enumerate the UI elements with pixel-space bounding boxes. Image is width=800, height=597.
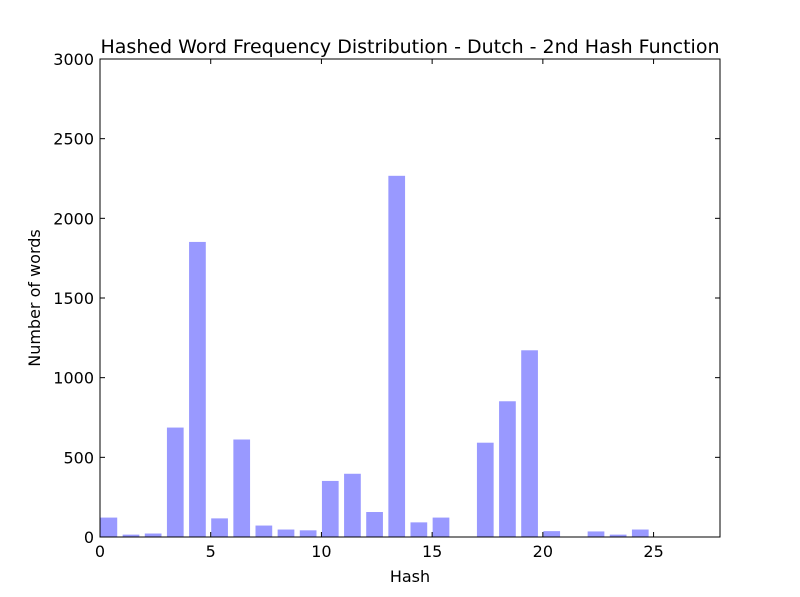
x-tick-label: 20	[533, 542, 553, 561]
bar-24	[630, 528, 650, 538]
bar-22	[586, 530, 606, 538]
x-tick-label: 15	[422, 542, 442, 561]
bar-19	[520, 349, 539, 538]
y-axis-label: Number of words	[25, 229, 44, 367]
x-tick-label: 0	[95, 542, 105, 561]
y-tick-label: 2000	[53, 209, 94, 228]
bar-12	[365, 511, 384, 538]
bar-20	[542, 530, 562, 538]
bar-8	[276, 528, 296, 538]
bar-15	[431, 516, 451, 538]
x-tick-label: 10	[311, 542, 331, 561]
y-tick-label: 500	[63, 448, 94, 467]
bar-5	[210, 517, 229, 538]
bar-11	[343, 472, 362, 538]
y-tick-label: 0	[84, 528, 94, 547]
x-tick-label: 5	[206, 542, 216, 561]
bar-10	[320, 479, 340, 538]
bar-2	[143, 532, 163, 538]
bar-4	[188, 240, 207, 538]
chart-title: Hashed Word Frequency Distribution - Dut…	[100, 36, 719, 58]
bar-13	[387, 174, 407, 538]
y-tick-label: 2500	[53, 130, 94, 149]
x-axis-label: Hash	[390, 567, 430, 586]
x-tick-label: 25	[643, 542, 663, 561]
y-tick-label: 1000	[53, 369, 94, 388]
bar-6	[232, 438, 252, 538]
bar-18	[498, 400, 517, 538]
y-axis-ticks: 0 500 1000 1500 2000 2500 3000	[53, 50, 720, 547]
bar-3	[165, 426, 185, 538]
bars	[99, 174, 717, 538]
bar-7	[254, 524, 274, 538]
bar-14	[409, 521, 429, 538]
x-axis-ticks: 0 5 10 15 20 25	[95, 59, 664, 561]
bar-17	[475, 441, 495, 538]
bar-0	[99, 516, 119, 538]
bar-9	[298, 529, 318, 538]
y-tick-label: 1500	[53, 289, 94, 308]
y-tick-label: 3000	[53, 50, 94, 69]
